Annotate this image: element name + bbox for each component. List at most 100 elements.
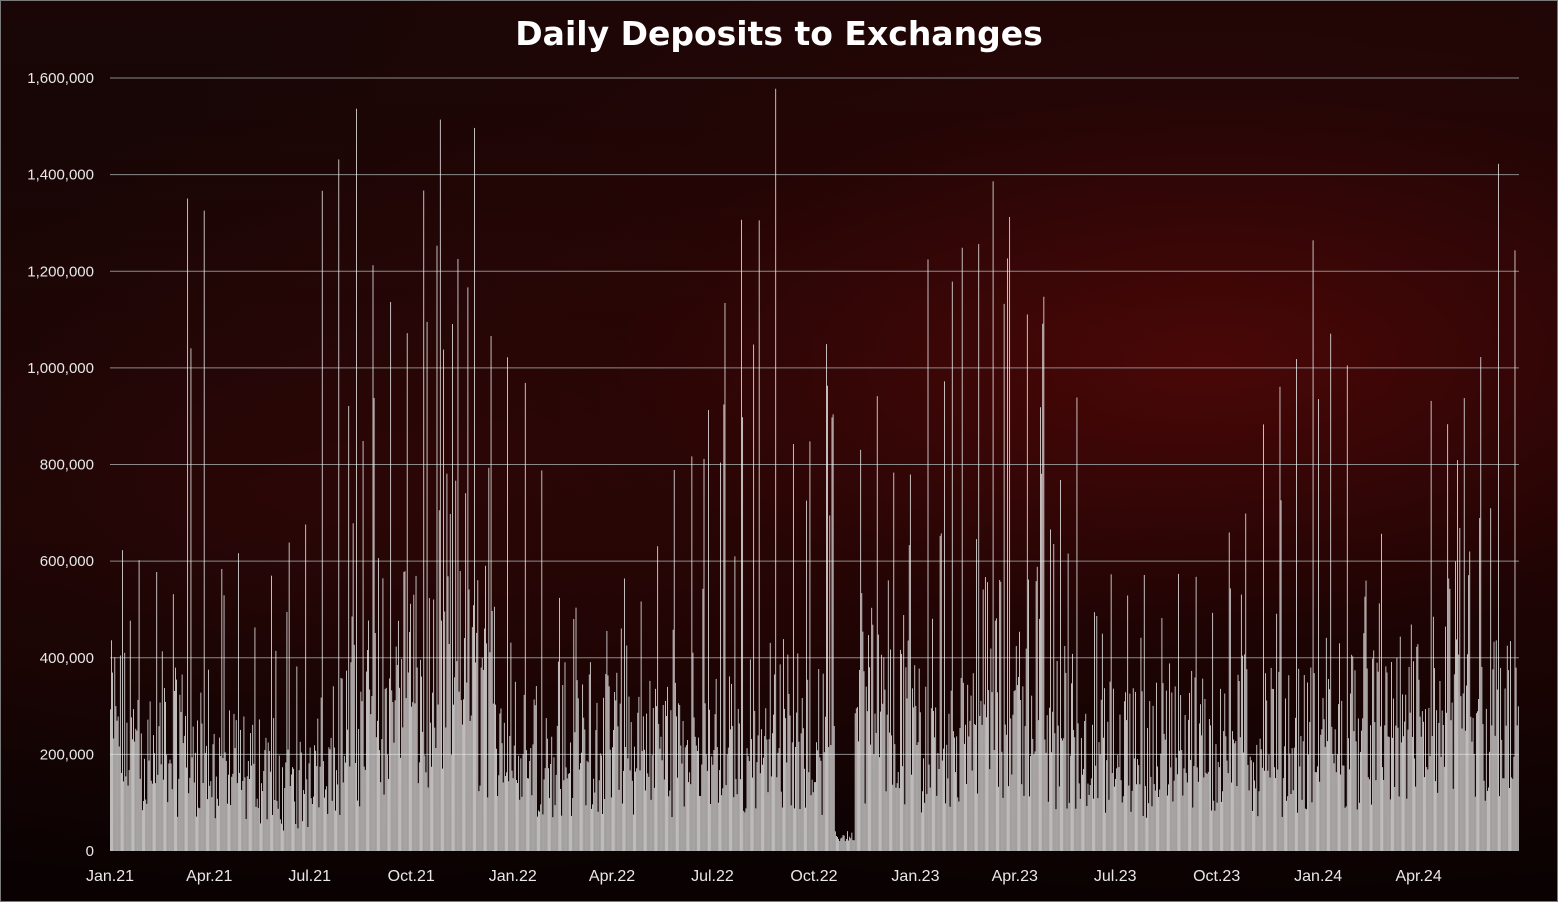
bar [964, 743, 965, 851]
bar [1396, 657, 1398, 851]
bar [1232, 731, 1233, 851]
bar [524, 382, 526, 851]
bar [795, 746, 796, 851]
bar [703, 458, 705, 851]
bar [571, 815, 572, 851]
bar [999, 579, 1001, 851]
bar [792, 444, 794, 851]
bar [649, 680, 651, 851]
bar [1245, 513, 1247, 851]
bar [1051, 752, 1052, 851]
bar [653, 787, 655, 851]
bar [1135, 691, 1136, 851]
bar [784, 708, 785, 851]
bar [741, 219, 742, 852]
bar [1384, 725, 1386, 851]
bar [557, 661, 559, 851]
bar [517, 783, 518, 851]
bar [308, 763, 310, 851]
bar [485, 565, 486, 851]
bar [580, 763, 581, 851]
bar [513, 745, 515, 851]
bar [335, 810, 336, 851]
bar [1318, 399, 1319, 851]
bar [742, 417, 744, 851]
bar [533, 699, 535, 851]
bar [488, 467, 490, 851]
bar [1482, 724, 1484, 851]
bar [873, 754, 875, 851]
bar [626, 645, 628, 851]
bar [587, 762, 589, 851]
bar [811, 779, 813, 851]
bar [1236, 786, 1238, 851]
bar [242, 780, 244, 851]
bar [650, 799, 652, 851]
bar [727, 747, 729, 851]
bar [706, 770, 708, 851]
bar [327, 813, 329, 851]
bar [816, 742, 817, 851]
bar [1073, 729, 1075, 851]
bar [982, 589, 984, 851]
bar [688, 782, 689, 851]
bar [808, 772, 810, 851]
bar [785, 718, 787, 851]
bar [372, 265, 374, 851]
bar [840, 838, 842, 851]
bar [698, 737, 699, 851]
bar [537, 816, 538, 851]
bar [809, 441, 811, 851]
bar [1263, 424, 1264, 851]
bar [871, 607, 873, 851]
bar [1498, 163, 1499, 851]
bar [987, 582, 988, 851]
bar [586, 760, 588, 851]
bar [478, 791, 480, 851]
bar [1205, 772, 1207, 851]
bar [890, 649, 891, 851]
bar [218, 805, 219, 851]
bar [694, 736, 696, 851]
bar [1315, 772, 1317, 851]
bar [267, 742, 269, 851]
bar [1463, 398, 1465, 851]
bar [1014, 690, 1016, 851]
bar [775, 88, 777, 852]
bar [336, 770, 337, 851]
bar [320, 697, 322, 851]
bar [171, 789, 173, 851]
bar [1362, 718, 1364, 851]
bar [872, 624, 874, 851]
bar [909, 474, 911, 851]
bar [1030, 756, 1031, 851]
bar [1184, 715, 1186, 851]
bar [1320, 734, 1322, 851]
bar [1421, 711, 1423, 851]
bar [506, 772, 507, 851]
bar [1269, 777, 1271, 851]
bar [1055, 809, 1057, 851]
bar [856, 707, 858, 851]
bar [714, 714, 716, 851]
bar [625, 746, 627, 851]
bar [936, 795, 938, 851]
bar [1356, 809, 1358, 851]
bar [337, 784, 339, 851]
bar [1381, 533, 1382, 851]
bar [977, 793, 979, 851]
bar [918, 668, 920, 851]
bar [1471, 741, 1473, 851]
bar [959, 727, 961, 851]
bar [903, 615, 905, 851]
bar [251, 765, 253, 851]
bar [886, 714, 888, 851]
bar [158, 726, 160, 851]
bar [1095, 765, 1097, 851]
bar [1424, 777, 1425, 851]
bar [310, 798, 312, 851]
bar [1001, 751, 1003, 851]
bar [298, 770, 300, 851]
bar [1043, 296, 1045, 851]
bar [233, 713, 235, 851]
